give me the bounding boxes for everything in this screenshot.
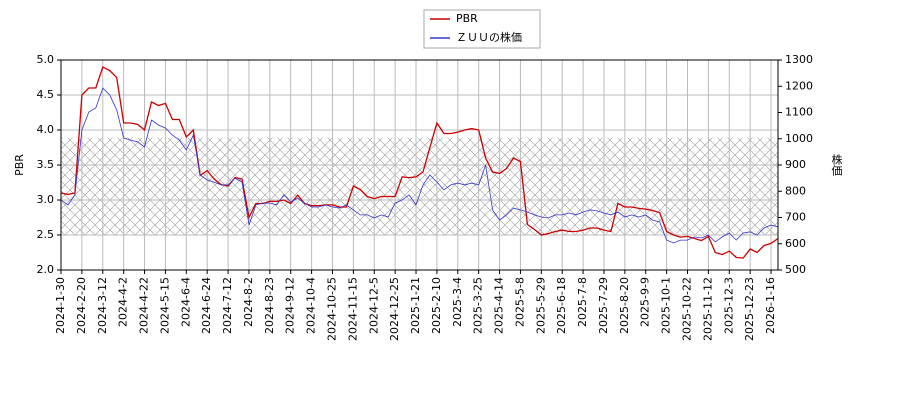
x-tick-label: 2025-4-14 <box>493 277 506 334</box>
x-tick-label: 2024-11-15 <box>346 277 359 341</box>
x-tick-label: 2024-9-12 <box>284 277 297 334</box>
x-tick-label: 2024-8-2 <box>242 277 255 327</box>
y2-tick-label: 700 <box>785 211 806 224</box>
x-tick-label: 2025-3-25 <box>472 277 485 334</box>
y-tick-label: 3.0 <box>37 193 55 206</box>
series-line <box>60 87 779 244</box>
x-tick-label: 2025-6-18 <box>555 277 568 334</box>
y2-tick-label: 1100 <box>785 106 813 119</box>
x-tick-label: 2024-12-25 <box>388 277 401 341</box>
x-tick-label: 2024-5-15 <box>158 277 171 334</box>
x-tick-label: 2024-7-12 <box>221 277 234 334</box>
x-tick-label: 2025-10-22 <box>681 277 694 341</box>
x-tick-label: 2026-1-16 <box>764 277 777 334</box>
x-tick-label: 2024-4-2 <box>117 277 130 327</box>
plot-area <box>60 59 779 271</box>
x-tick-label: 2025-2-10 <box>430 277 443 334</box>
x-tick-label: 2025-9-9 <box>639 277 652 327</box>
y-axis-label: PBR <box>13 154 26 176</box>
x-tick-label: 2025-10-1 <box>660 277 673 334</box>
y-tick-label: 4.5 <box>37 88 55 101</box>
y-tick-label: 2.5 <box>37 228 55 241</box>
x-tick-label: 2025-8-20 <box>618 277 631 334</box>
x-tick-label: 2025-1-21 <box>409 277 422 334</box>
y2-tick-label: 1000 <box>785 132 813 145</box>
x-tick-label: 2024-8-23 <box>263 277 276 334</box>
series-line <box>60 66 779 259</box>
x-tick-label: 2024-6-24 <box>200 277 213 334</box>
y-tick-label: 5.0 <box>37 53 55 66</box>
y2-tick-label: 600 <box>785 237 806 250</box>
x-tick-label: 2024-2-20 <box>75 277 88 334</box>
x-tick-label: 2025-12-3 <box>722 277 735 334</box>
x-tick-label: 2024-4-22 <box>138 277 151 334</box>
y-tick-label: 2.0 <box>37 263 55 276</box>
x-tick-label: 2024-10-4 <box>305 277 318 334</box>
pbr-band <box>61 137 778 235</box>
x-tick-label: 2025-5-8 <box>513 277 526 327</box>
x-tick-label: 2025-12-23 <box>743 277 756 341</box>
x-tick-label: 2024-1-30 <box>54 277 67 334</box>
x-tick-label: 2025-11-12 <box>701 277 714 341</box>
x-tick-label: 2024-10-25 <box>325 277 338 341</box>
y2-tick-label: 1300 <box>785 53 813 66</box>
y-tick-label: 3.5 <box>37 158 55 171</box>
legend-label: ＺＵＵの株価 <box>456 30 522 44</box>
x-tick-label: 2024-12-5 <box>367 277 380 334</box>
y-tick-label: 4.0 <box>37 123 55 136</box>
legend-box <box>423 9 541 49</box>
x-tick-label: 2024-6-4 <box>179 277 192 327</box>
y2-tick-label: 900 <box>785 158 806 171</box>
legend-label: PBR <box>456 12 478 25</box>
x-tick-label: 2024-3-12 <box>96 277 109 334</box>
y2-tick-label: 1200 <box>785 79 813 92</box>
x-tick-label: 2025-3-4 <box>451 277 464 327</box>
x-tick-label: 2025-7-8 <box>576 277 589 327</box>
y2-tick-label: 500 <box>785 263 806 276</box>
x-tick-label: 2025-5-29 <box>534 277 547 334</box>
y2-tick-label: 800 <box>785 184 806 197</box>
x-tick-label: 2025-7-29 <box>597 277 610 334</box>
y2-axis-label: 株価 <box>830 153 843 176</box>
legend: PBR ＺＵＵの株価 <box>423 9 541 49</box>
